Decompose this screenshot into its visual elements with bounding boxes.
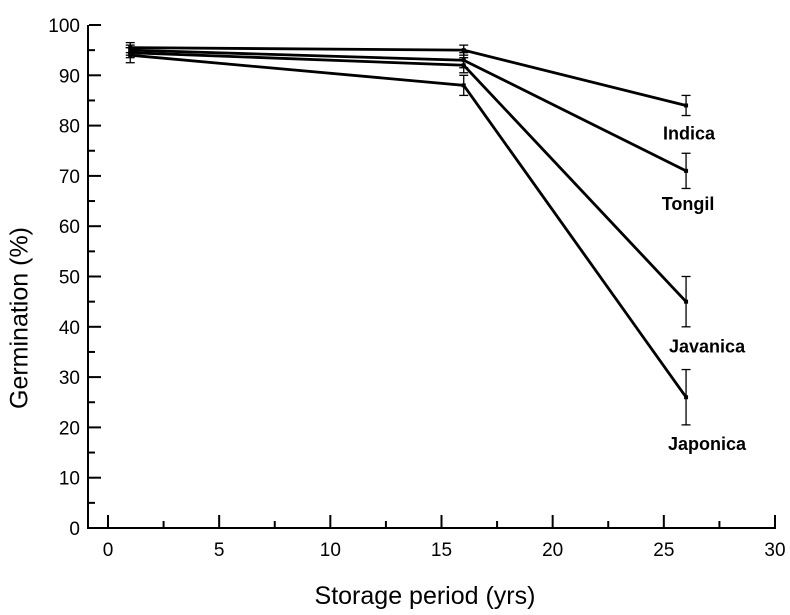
y-tick-label: 90	[59, 66, 80, 87]
series-label-javanica: Javanica	[669, 337, 746, 357]
data-point-marker	[461, 48, 466, 53]
y-tick-label: 70	[59, 167, 80, 188]
y-tick-label: 40	[59, 318, 80, 339]
x-tick-label: 10	[320, 540, 341, 561]
x-tick-label: 0	[103, 540, 114, 561]
data-point-marker	[461, 63, 466, 68]
y-tick-label: 60	[59, 217, 80, 238]
data-point-marker	[684, 168, 689, 173]
y-tick-label: 80	[59, 117, 80, 138]
series-label-tongil: Tongil	[662, 194, 715, 214]
data-point-marker	[461, 83, 466, 88]
y-tick-label: 30	[59, 368, 80, 389]
y-tick-label: 10	[59, 469, 80, 490]
series-line-javanica	[130, 51, 688, 303]
x-tick-label: 5	[214, 540, 225, 561]
x-axis-title: Storage period (yrs)	[314, 582, 536, 610]
data-point-marker	[684, 103, 689, 108]
y-tick-label: 0	[69, 519, 80, 540]
series-line-japonica	[130, 53, 688, 399]
series-line-tongil	[130, 48, 687, 173]
x-tick-label: 25	[653, 540, 674, 561]
data-point-marker	[684, 395, 689, 400]
series-label-indica: Indica	[663, 123, 716, 143]
x-tick-label: 30	[764, 540, 785, 561]
data-point-marker	[128, 53, 133, 58]
y-tick-label: 20	[59, 418, 80, 439]
y-axis-title: Germination (%)	[5, 227, 34, 409]
y-tick-label: 50	[59, 268, 80, 289]
x-tick-label: 20	[542, 540, 563, 561]
data-point-marker	[684, 299, 689, 304]
series-label-japonica: Japonica	[668, 434, 747, 454]
y-tick-label: 100	[48, 16, 80, 37]
x-tick-label: 15	[431, 540, 452, 561]
